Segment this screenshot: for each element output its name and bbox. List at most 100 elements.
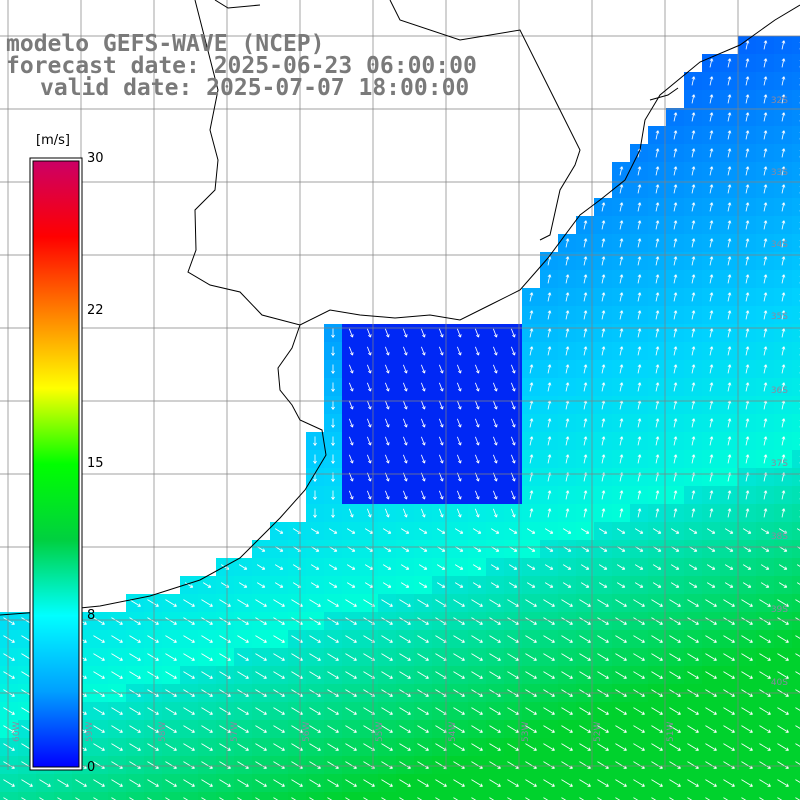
wind-cell	[180, 792, 198, 800]
wind-arrow	[795, 635, 800, 639]
wind-arrow	[727, 292, 732, 302]
wind-arrow	[57, 797, 63, 800]
wind-arrow	[655, 238, 660, 248]
wind-arrow	[382, 528, 392, 534]
wind-arrow	[637, 508, 642, 518]
wind-arrow	[399, 797, 405, 800]
wind-arrow	[147, 599, 159, 607]
wind-arrow	[760, 564, 770, 570]
wind-arrow	[238, 582, 248, 588]
wind-arrow	[795, 797, 800, 800]
wind-arrow	[723, 671, 735, 679]
wind-arrow	[763, 310, 768, 320]
wind-arrow	[705, 671, 717, 679]
wind-arrow	[327, 725, 339, 733]
wind-arrow	[366, 436, 372, 446]
wind-arrow	[691, 184, 696, 194]
wind-arrow	[75, 797, 81, 800]
wind-arrow	[526, 546, 536, 552]
wind-arrow	[745, 148, 750, 158]
wind-arrow	[723, 635, 735, 643]
wind-arrow	[727, 94, 732, 104]
wind-arrow	[417, 653, 429, 661]
wind-arrow	[492, 490, 498, 500]
wind-arrow	[652, 564, 662, 570]
wind-cell	[792, 702, 800, 720]
wind-arrow	[633, 725, 645, 733]
wind-cell	[252, 792, 270, 800]
wind-arrow	[742, 528, 752, 534]
wind-arrow	[655, 418, 660, 428]
wind-arrow	[579, 599, 591, 607]
wind-arrow	[453, 653, 465, 661]
wind-arrow	[763, 328, 768, 338]
wind-arrow	[601, 220, 606, 230]
wind-arrow	[525, 725, 537, 733]
wind-arrow	[615, 707, 627, 715]
wind-arrow	[727, 454, 732, 464]
wind-arrow	[420, 436, 426, 446]
wind-arrow	[745, 220, 750, 230]
wind-arrow	[759, 725, 771, 733]
wind-arrow	[561, 617, 573, 625]
wind-arrow	[327, 743, 339, 751]
wind-arrow	[742, 546, 752, 552]
wind-arrow	[727, 76, 732, 86]
lat-label: 38S	[770, 532, 788, 542]
wind-arrow	[601, 238, 606, 248]
wind-arrow	[345, 725, 357, 733]
wind-arrow	[673, 508, 678, 518]
wind-arrow	[147, 653, 159, 661]
wind-arrow	[256, 582, 266, 588]
wind-arrow	[727, 166, 732, 176]
wind-arrow	[402, 490, 408, 500]
wind-cell	[576, 792, 594, 800]
wind-arrow	[781, 166, 786, 176]
wind-arrow	[598, 528, 608, 534]
wind-arrow	[93, 653, 105, 661]
wind-arrow	[183, 653, 195, 661]
wind-arrow	[402, 382, 408, 392]
wind-arrow	[273, 635, 285, 643]
wind-arrow	[709, 166, 714, 176]
wind-arrow	[691, 310, 696, 320]
wind-arrow	[706, 546, 716, 552]
wind-arrow	[637, 292, 642, 302]
wind-arrow	[111, 671, 123, 679]
wind-arrow	[39, 797, 45, 800]
wind-arrow	[456, 508, 462, 518]
wind-arrow	[579, 653, 591, 661]
wind-arrow	[331, 508, 335, 518]
wind-arrow	[745, 76, 750, 86]
wind-arrow	[651, 635, 663, 643]
wind-arrow	[691, 130, 696, 140]
wind-arrow	[471, 653, 483, 661]
lat-label: 35S	[770, 312, 788, 322]
wind-arrow	[745, 40, 750, 50]
wind-arrow	[655, 310, 660, 320]
wind-arrow	[327, 779, 339, 787]
wind-arrow	[727, 328, 732, 338]
wind-arrow	[745, 238, 750, 248]
wind-arrow	[57, 779, 69, 787]
wind-arrow	[436, 564, 446, 570]
wind-arrow	[745, 274, 750, 284]
wind-arrow	[201, 707, 213, 715]
wind-arrow	[727, 490, 732, 500]
wind-arrow	[418, 528, 428, 534]
wind-arrow	[781, 220, 786, 230]
wind-arrow	[93, 635, 105, 643]
wind-cell	[792, 450, 800, 468]
wind-arrow	[727, 220, 732, 230]
wind-arrow	[201, 725, 213, 733]
wind-arrow	[474, 490, 480, 500]
wind-arrow	[669, 635, 681, 643]
wind-arrow	[709, 310, 714, 320]
wind-arrow	[745, 184, 750, 194]
wind-arrow	[709, 274, 714, 284]
wind-cell	[234, 792, 252, 800]
wind-arrow	[760, 528, 770, 534]
wind-arrow	[381, 653, 393, 661]
wind-arrow	[781, 436, 786, 446]
wind-arrow	[745, 328, 750, 338]
